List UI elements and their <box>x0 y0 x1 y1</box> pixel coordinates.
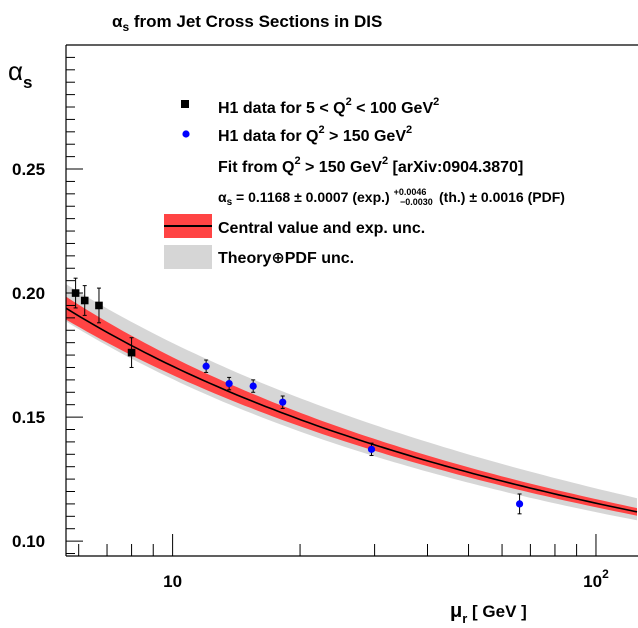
legend-formula-tail: (th.) ± 0.0016 (PDF) <box>439 189 565 205</box>
axis-ticks: 0.10 0.15 0.20 0.25 10 102 <box>12 56 609 591</box>
legend-label-low-q2: H1 data for 5 < Q2 < 100 GeV2 <box>218 96 439 117</box>
fit-line-group <box>65 307 638 513</box>
x-tick-exponent: 2 <box>602 567 609 581</box>
marker-square <box>95 301 103 310</box>
x-axis-label: μr [ GeV ] <box>450 600 527 626</box>
plot-frame <box>65 44 638 557</box>
y-tick-label: 0.25 <box>12 160 45 179</box>
data-point <box>279 395 287 409</box>
chart-title: αs from Jet Cross Sections in DIS <box>112 12 382 34</box>
data-point <box>249 379 257 393</box>
x-tick-label: 102 <box>583 567 609 591</box>
legend-theory-label: Theory⊕PDF unc. <box>218 250 354 267</box>
legend-central-label: Central value and exp. unc. <box>218 220 425 237</box>
marker-circle <box>202 362 210 370</box>
legend-marker-circle <box>182 130 190 138</box>
marker-circle <box>249 382 257 390</box>
y-axis-label: αs <box>8 56 33 92</box>
marker-circle <box>515 500 524 508</box>
legend-marker-square <box>181 100 189 108</box>
data-point <box>515 493 524 515</box>
data-point <box>95 287 103 324</box>
x-tick-label: 10 <box>163 572 182 591</box>
legend-formula: αs = 0.1168 ± 0.0007 (exp.) +0.0046 <box>218 187 426 208</box>
marker-square <box>127 348 136 357</box>
legend-formula-down: −0.0030 <box>400 197 433 207</box>
y-tick-label: 0.20 <box>12 284 45 303</box>
data-points <box>71 277 524 515</box>
fit-bands <box>66 284 637 521</box>
data-point <box>225 376 233 391</box>
data-point <box>80 285 89 316</box>
legend-fit-label: Fit from Q2 > 150 GeV2 [arXiv:0904.3870] <box>218 155 523 176</box>
y-tick-label: 0.10 <box>12 532 45 551</box>
marker-circle <box>279 398 287 406</box>
legend-theory-band-swatch <box>164 245 212 269</box>
marker-circle <box>367 445 376 453</box>
fit-central-line <box>65 307 638 513</box>
data-point <box>367 442 376 457</box>
data-point <box>127 337 136 368</box>
marker-circle <box>225 379 233 388</box>
legend-label-high-q2: H1 data for Q2 > 150 GeV2 <box>218 124 412 145</box>
y-tick-label: 0.15 <box>12 408 45 427</box>
marker-square <box>80 296 89 305</box>
theory-pdf-band <box>66 284 637 521</box>
legend: H1 data for 5 < Q2 < 100 GeV2 H1 data fo… <box>164 96 565 269</box>
data-point <box>202 359 210 373</box>
